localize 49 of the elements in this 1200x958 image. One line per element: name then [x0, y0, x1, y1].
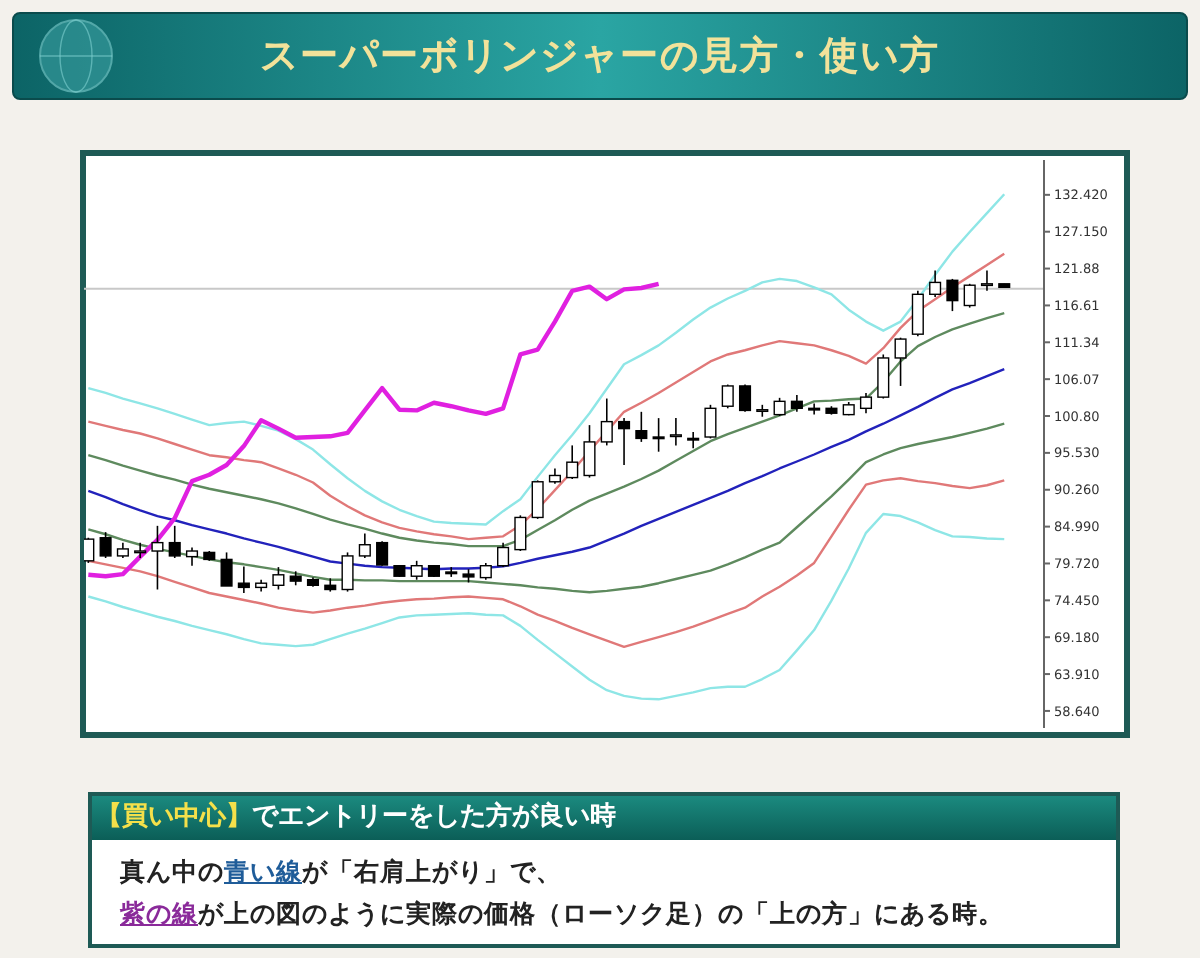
candlestick	[687, 431, 700, 449]
candlestick	[168, 525, 181, 559]
candlestick	[220, 551, 233, 587]
candlestick	[929, 269, 942, 298]
candlestick	[531, 479, 544, 520]
candlestick	[669, 417, 682, 447]
text: 紫の線	[120, 898, 198, 928]
line-series	[87, 512, 1006, 701]
candlestick	[151, 525, 164, 591]
candlestick	[980, 269, 994, 292]
candlestick	[566, 444, 579, 480]
line-series	[87, 252, 1006, 541]
candlestick	[859, 392, 873, 415]
candlestick	[237, 565, 250, 594]
candlestick	[185, 546, 199, 567]
candlestick	[911, 290, 924, 338]
candlestick	[600, 397, 613, 447]
candlestick	[134, 541, 147, 559]
candlestick	[877, 353, 890, 400]
candlestick	[946, 278, 959, 312]
candlestick	[773, 397, 786, 417]
line-series	[87, 477, 1006, 649]
candlestick	[583, 424, 596, 479]
line-series	[87, 422, 1006, 594]
candlestick	[618, 417, 631, 466]
text: 【買い中心】	[96, 802, 252, 832]
candlestick	[963, 283, 976, 309]
text: が上の図のように実際の価格（ローソク足）の「上の方」にある時。	[198, 898, 1004, 928]
candlestick	[272, 566, 285, 591]
candlestick	[514, 514, 527, 552]
candlestick	[497, 541, 510, 568]
candlestick	[704, 404, 717, 440]
text: が「右肩上がり」で、	[302, 856, 562, 886]
candlestick	[894, 336, 907, 387]
line-series	[86, 281, 661, 579]
candlestick	[410, 560, 423, 581]
candlestick	[99, 531, 112, 559]
line-series	[87, 193, 1006, 526]
candlestick	[738, 383, 752, 413]
text: 青い線	[224, 856, 302, 886]
candlestick	[652, 417, 665, 453]
candlestick	[376, 540, 389, 567]
candlestick	[808, 402, 821, 416]
text: でエントリーをした方が良い時	[252, 802, 616, 832]
candlestick	[341, 551, 354, 593]
chart-title: スーパーボリンジャーの見方・使い方	[260, 32, 940, 82]
candlestick	[358, 532, 371, 559]
candlestick	[635, 411, 648, 443]
text: 真ん中の	[120, 856, 224, 886]
